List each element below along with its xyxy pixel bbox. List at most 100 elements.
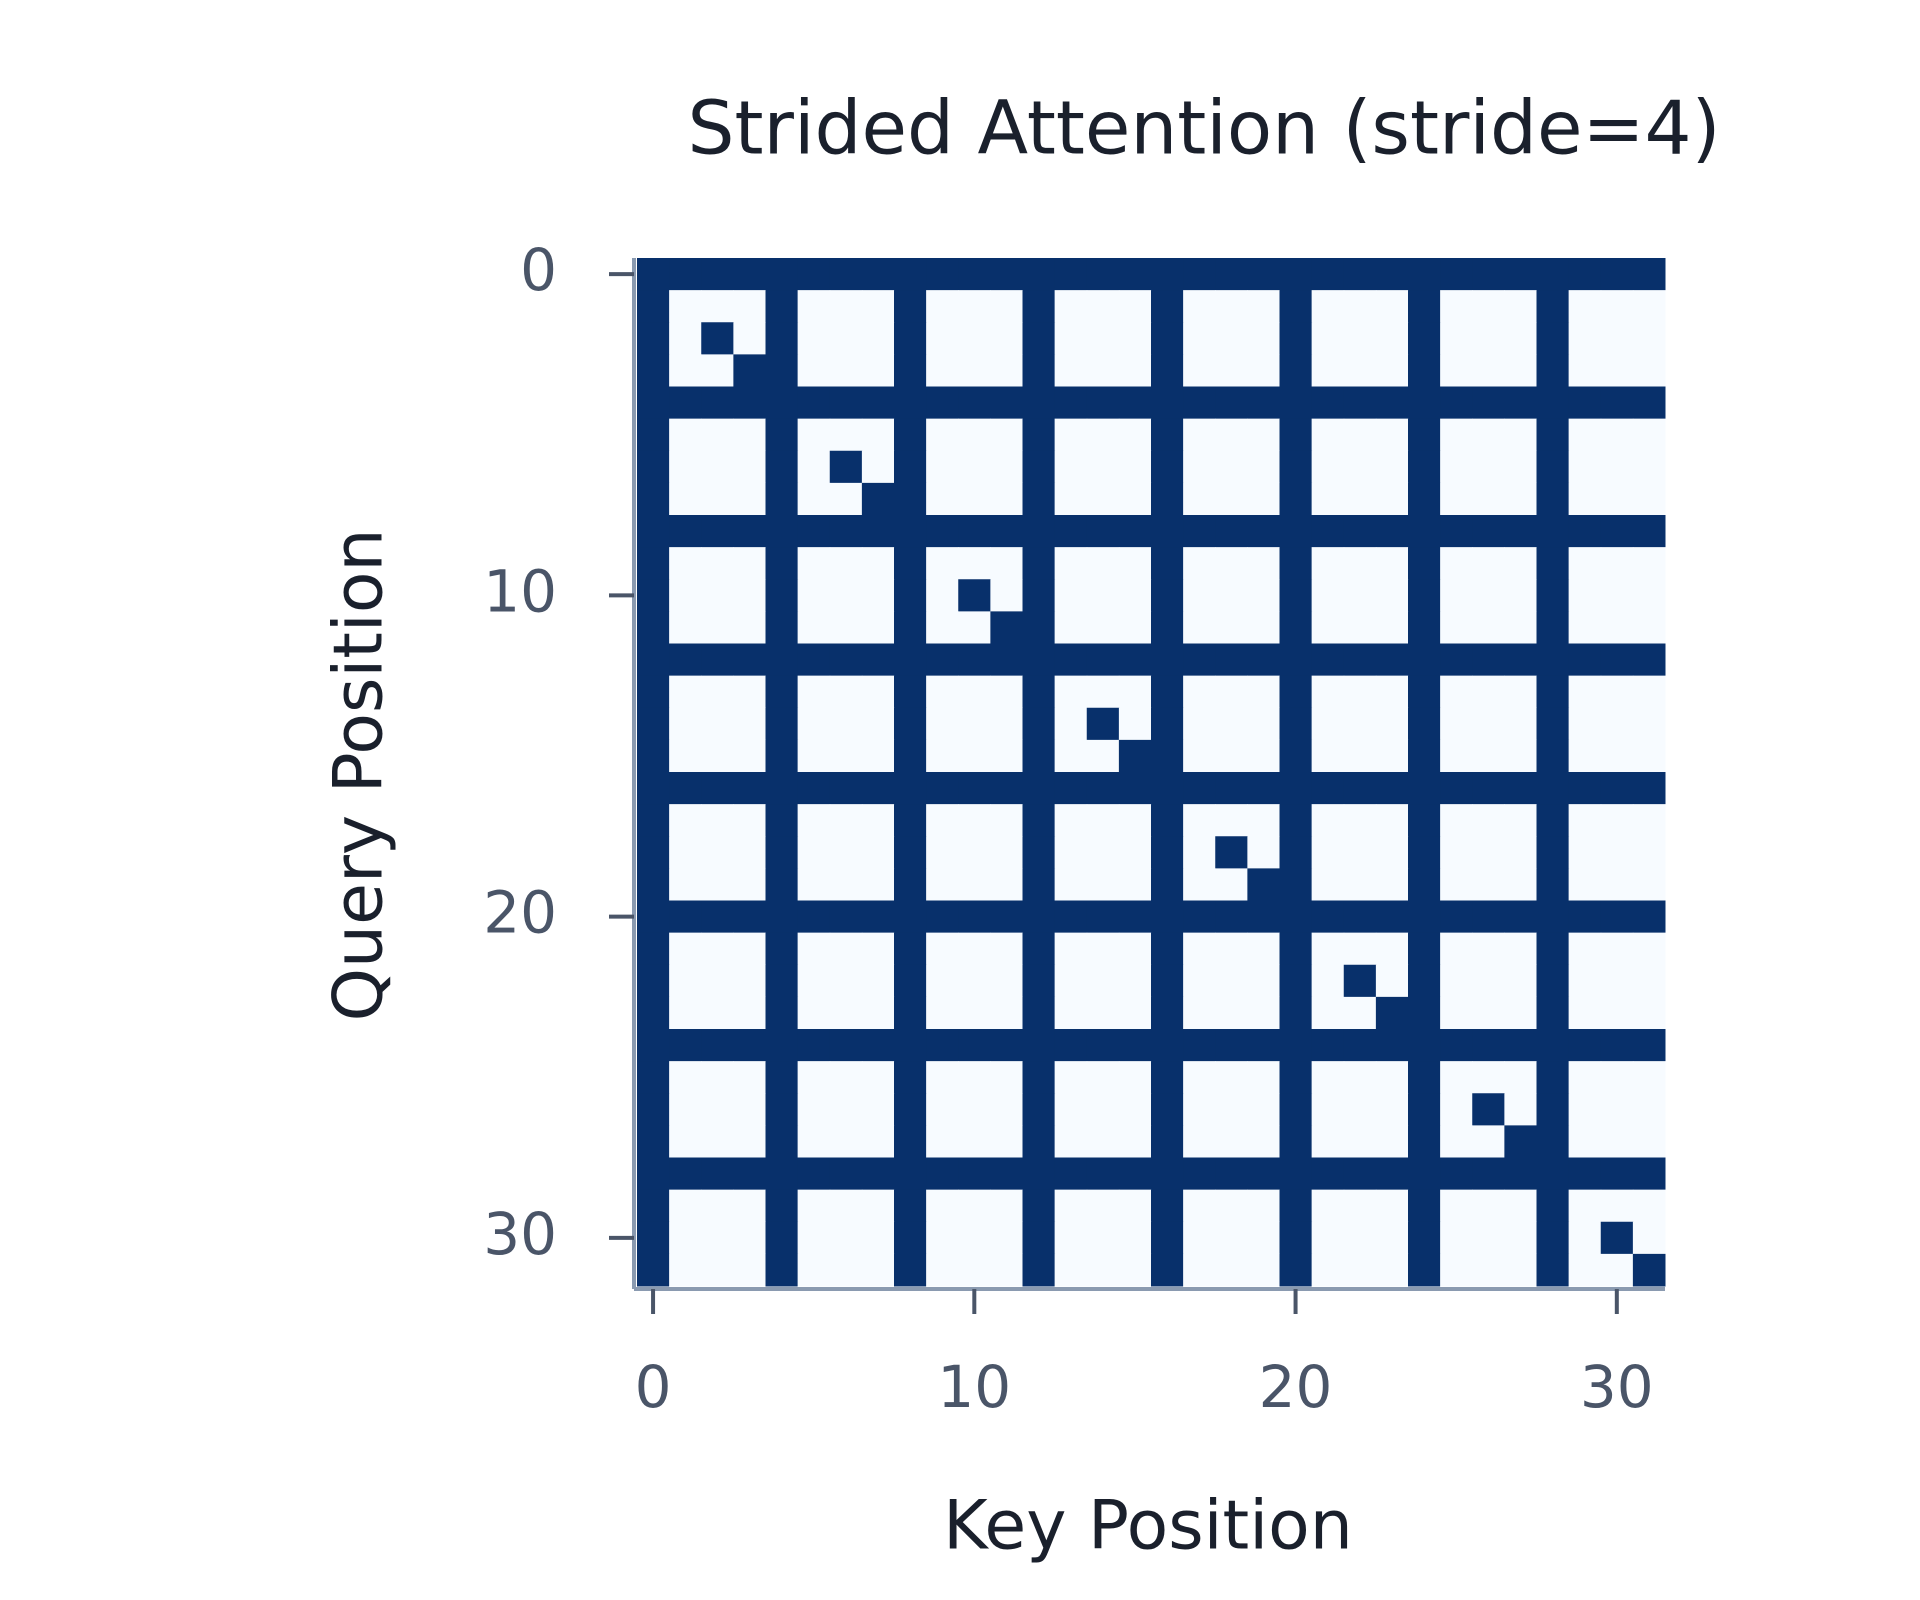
heatmap-cell: [1440, 707, 1473, 741]
heatmap-cell: [1086, 804, 1120, 837]
heatmap-cell: [1279, 611, 1313, 644]
heatmap-cell: [1408, 450, 1441, 484]
heatmap-cell: [733, 964, 766, 998]
heatmap-cell: [669, 579, 702, 612]
heatmap-cell: [1440, 450, 1473, 484]
heatmap-cell: [861, 996, 895, 1030]
heatmap-cell: [1151, 258, 1184, 291]
heatmap-cell: [733, 1029, 766, 1062]
heatmap-cell: [1504, 354, 1537, 387]
heatmap-cell: [1600, 1029, 1634, 1062]
heatmap-cell: [990, 386, 1023, 420]
heatmap-cell: [958, 450, 991, 484]
heatmap-cell: [894, 579, 927, 612]
heatmap-cell: [861, 772, 895, 805]
heatmap-cell: [1504, 707, 1537, 741]
heatmap-cell: [1118, 739, 1152, 773]
heatmap-cell: [1183, 932, 1216, 966]
heatmap-cell: [990, 547, 1023, 580]
heatmap-cell: [1054, 868, 1088, 901]
heatmap-cell: [637, 1157, 670, 1191]
heatmap-cell: [1440, 258, 1473, 291]
heatmap-cell: [1343, 386, 1377, 420]
heatmap-cell: [1311, 386, 1345, 420]
heatmap-cell: [1343, 450, 1377, 484]
heatmap-cell: [1022, 450, 1056, 484]
heatmap-cell: [1375, 418, 1409, 452]
heatmap-cell: [1118, 1125, 1152, 1158]
heatmap-cell: [797, 1093, 831, 1126]
heatmap-cell: [894, 1125, 927, 1158]
heatmap-cell: [1408, 707, 1441, 741]
heatmap-cell: [701, 450, 734, 484]
heatmap-cell: [1343, 996, 1377, 1030]
heatmap-cell: [1440, 675, 1473, 709]
heatmap-cell: [829, 964, 863, 998]
heatmap-cell: [1311, 932, 1345, 966]
heatmap-cell: [669, 675, 702, 709]
heatmap-cell: [1343, 611, 1377, 644]
heatmap-cell: [733, 579, 766, 612]
heatmap-cell: [1343, 868, 1377, 901]
heatmap-cell: [829, 450, 863, 484]
heatmap-cell: [1632, 450, 1666, 484]
heatmap-cell: [1632, 836, 1666, 869]
heatmap-cell: [1536, 482, 1570, 516]
heatmap-cell: [1504, 772, 1537, 805]
heatmap-cell: [1568, 1061, 1602, 1094]
heatmap-cell: [1632, 739, 1666, 773]
heatmap-cell: [1632, 1029, 1666, 1062]
heatmap-cell: [1022, 1093, 1056, 1126]
heatmap-cell: [1247, 868, 1280, 901]
heatmap-cell: [1022, 836, 1056, 869]
heatmap-cell: [829, 611, 863, 644]
heatmap-cell: [1247, 932, 1280, 966]
heatmap-cell: [1279, 836, 1313, 869]
heatmap-cell: [1408, 482, 1441, 516]
heatmap-cell: [829, 1189, 863, 1223]
heatmap-cell: [861, 482, 895, 516]
heatmap-cell: [701, 354, 734, 387]
heatmap-cell: [1440, 900, 1473, 934]
heatmap-cell: [1440, 996, 1473, 1030]
heatmap-cell: [1118, 1221, 1152, 1255]
heatmap-cell: [1279, 290, 1313, 323]
heatmap-cell: [1440, 1157, 1473, 1191]
heatmap-cell: [1279, 643, 1313, 677]
heatmap-cell: [637, 643, 670, 677]
heatmap-cell: [637, 258, 670, 291]
heatmap-cell: [1632, 354, 1666, 387]
heatmap-cell: [1247, 450, 1280, 484]
y-tick-label: 10: [483, 557, 557, 625]
heatmap-cell: [1151, 1253, 1184, 1287]
heatmap-cell: [1600, 836, 1634, 869]
heatmap-cell: [1472, 932, 1505, 966]
heatmap-cell: [797, 900, 831, 934]
heatmap-cell: [733, 1157, 766, 1191]
heatmap-cell: [1343, 1029, 1377, 1062]
heatmap-cell: [1022, 258, 1056, 291]
heatmap-cell: [1183, 1253, 1216, 1287]
heatmap-cell: [861, 643, 895, 677]
heatmap-cell: [1054, 450, 1088, 484]
heatmap-cell: [1408, 1189, 1441, 1223]
heatmap-cell: [1215, 964, 1248, 998]
heatmap-cell: [1311, 1157, 1345, 1191]
heatmap-cell: [637, 964, 670, 998]
heatmap-cell: [1632, 1221, 1666, 1255]
heatmap-cell: [1408, 964, 1441, 998]
heatmap-cell: [1118, 290, 1152, 323]
heatmap-cell: [1086, 932, 1120, 966]
heatmap-cell: [1440, 354, 1473, 387]
heatmap-cell: [926, 386, 959, 420]
heatmap-cell: [1600, 643, 1634, 677]
heatmap-cell: [1408, 1221, 1441, 1255]
heatmap-cell: [894, 290, 927, 323]
heatmap-cell: [1632, 1093, 1666, 1126]
heatmap-cell: [1247, 322, 1280, 355]
heatmap-cell: [990, 707, 1023, 741]
heatmap-cell: [669, 322, 702, 355]
heatmap-cell: [1022, 675, 1056, 709]
heatmap-cell: [829, 932, 863, 966]
heatmap-cell: [1600, 1221, 1634, 1255]
